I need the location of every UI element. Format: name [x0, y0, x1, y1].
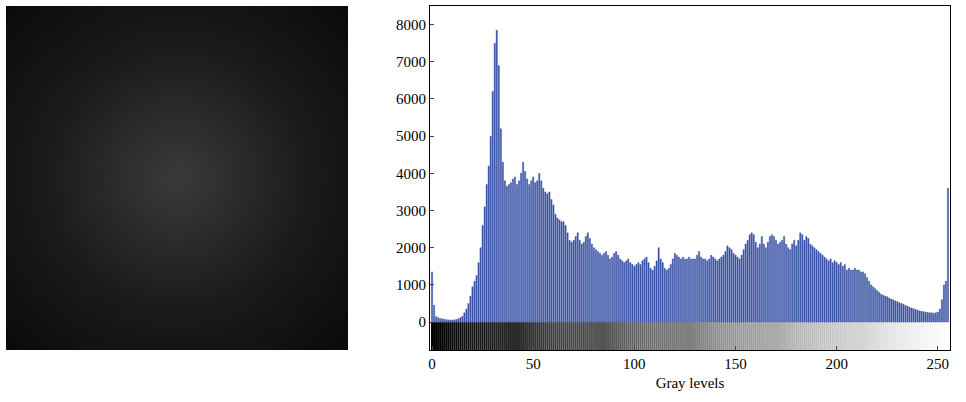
svg-text:100: 100 [623, 356, 646, 372]
svg-text:4000: 4000 [396, 166, 426, 182]
svg-text:2000: 2000 [396, 240, 426, 256]
svg-text:Gray levels: Gray levels [656, 375, 725, 391]
svg-text:0: 0 [419, 314, 427, 330]
svg-text:200: 200 [825, 356, 848, 372]
svg-text:3000: 3000 [396, 203, 426, 219]
svg-text:1000: 1000 [396, 277, 426, 293]
svg-text:7000: 7000 [396, 54, 426, 70]
svg-text:5000: 5000 [396, 128, 426, 144]
svg-text:6000: 6000 [396, 91, 426, 107]
svg-text:8000: 8000 [396, 17, 426, 33]
svg-text:0: 0 [428, 356, 436, 372]
svg-text:50: 50 [526, 356, 541, 372]
svg-text:150: 150 [724, 356, 747, 372]
svg-text:250: 250 [927, 356, 950, 372]
